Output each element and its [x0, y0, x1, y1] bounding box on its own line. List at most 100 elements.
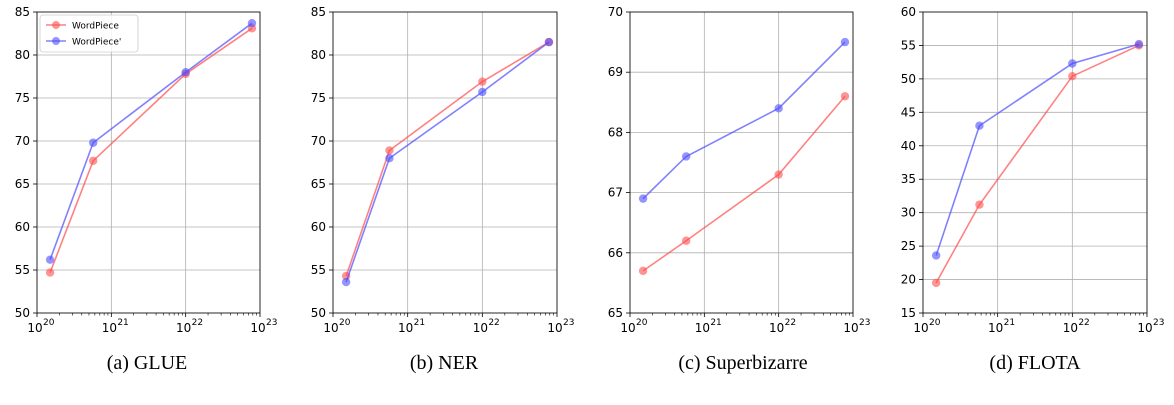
x-tick-label: 10 — [323, 321, 338, 335]
x-tick-exponent: 21 — [710, 318, 721, 328]
y-tick-label: 15 — [901, 306, 916, 320]
data-point — [544, 37, 554, 47]
x-tick-label: 10 — [547, 321, 562, 335]
x-tick-label: 10 — [769, 321, 784, 335]
axes-frame — [922, 11, 1148, 314]
data-point — [385, 154, 394, 163]
series-line-0 — [935, 44, 1140, 284]
caption-glue: (a) GLUE — [106, 352, 188, 374]
x-tick-label: 10 — [1137, 321, 1152, 335]
data-point — [975, 200, 984, 209]
series-line-1 — [49, 22, 253, 260]
y-tick-label: 85 — [15, 5, 30, 19]
data-point — [385, 146, 394, 155]
x-tick-label: 10 — [27, 321, 42, 335]
x-tick-label: 10 — [102, 321, 117, 335]
x-tick-label: 10 — [398, 321, 413, 335]
data-point — [45, 255, 55, 264]
y-tick-label: 45 — [901, 105, 916, 119]
y-tick-label: 85 — [311, 5, 326, 19]
y-tick-label: 30 — [901, 206, 916, 220]
y-tick-label: 65 — [15, 177, 30, 191]
y-tick-label: 70 — [311, 134, 326, 148]
data-point — [247, 18, 257, 28]
y-tick-label: 66 — [608, 246, 623, 260]
x-tick-label: 10 — [1063, 321, 1078, 335]
data-point — [1068, 59, 1077, 68]
x-tick-label: 10 — [843, 321, 858, 335]
data-point — [774, 170, 783, 179]
x-tick-label: 10 — [913, 321, 928, 335]
x-tick-label: 10 — [988, 321, 1003, 335]
axes-frame — [36, 11, 261, 314]
x-tick-exponent: 22 — [488, 318, 499, 328]
x-tick-exponent: 21 — [117, 318, 128, 328]
y-tick-label: 67 — [608, 186, 623, 200]
series-line-1 — [345, 41, 550, 283]
legend-marker — [52, 21, 60, 29]
data-point — [840, 37, 850, 47]
y-tick-label: 75 — [311, 91, 326, 105]
y-tick-label: 55 — [901, 38, 916, 52]
data-point — [840, 92, 850, 101]
legend-label: WordPiece' — [72, 38, 121, 48]
y-tick-label: 40 — [901, 139, 916, 153]
x-tick-label: 10 — [620, 321, 635, 335]
axes-frame — [332, 11, 558, 314]
x-tick-label: 10 — [250, 321, 265, 335]
x-tick-exponent: 20 — [636, 318, 648, 328]
legend: WordPiece WordPiece' — [39, 14, 139, 53]
series-line-1 — [642, 41, 846, 200]
y-tick-label: 60 — [311, 220, 326, 234]
x-tick-exponent: 23 — [859, 318, 870, 328]
x-tick-label: 10 — [176, 321, 191, 335]
x-tick-label: 10 — [695, 321, 710, 335]
y-tick-label: 55 — [15, 263, 30, 277]
y-tick-label: 75 — [15, 91, 30, 105]
x-tick-exponent: 21 — [414, 318, 425, 328]
y-tick-label: 35 — [901, 172, 916, 186]
data-point — [181, 68, 190, 77]
series-line-1 — [935, 43, 1140, 256]
y-tick-label: 69 — [608, 65, 623, 79]
y-tick-label: 25 — [901, 239, 916, 253]
caption-flota: (d) FLOTA — [989, 352, 1081, 374]
x-tick-label: 10 — [473, 321, 488, 335]
data-point — [88, 156, 98, 165]
series-line-0 — [345, 41, 550, 277]
y-tick-label: 50 — [311, 306, 326, 320]
y-tick-label: 80 — [311, 48, 326, 62]
series-line-0 — [49, 27, 253, 273]
y-tick-label: 50 — [15, 306, 30, 320]
data-point — [931, 278, 941, 288]
data-point — [1134, 39, 1144, 49]
data-point — [88, 138, 98, 147]
data-point — [638, 266, 648, 276]
data-point — [478, 77, 487, 86]
data-point — [681, 236, 691, 245]
caption-superbizarre: (c) Superbizarre — [678, 352, 808, 374]
axes-frame — [629, 11, 854, 314]
x-tick-exponent: 22 — [1078, 318, 1089, 328]
y-tick-label: 65 — [311, 177, 326, 191]
data-point — [45, 268, 55, 277]
caption-ner: (b) NER — [409, 352, 479, 374]
y-tick-label: 60 — [15, 220, 30, 234]
data-point — [1068, 72, 1077, 81]
x-tick-exponent: 23 — [563, 318, 574, 328]
x-tick-exponent: 22 — [785, 318, 796, 328]
legend-marker — [52, 37, 60, 45]
data-point — [931, 251, 941, 260]
x-tick-exponent: 23 — [266, 318, 277, 328]
x-tick-exponent: 20 — [929, 318, 941, 328]
y-tick-label: 50 — [901, 72, 916, 86]
data-point — [774, 104, 783, 113]
data-point — [341, 277, 351, 287]
data-point — [478, 87, 487, 97]
legend-label: WordPiece — [72, 22, 119, 32]
y-tick-label: 60 — [901, 5, 916, 19]
